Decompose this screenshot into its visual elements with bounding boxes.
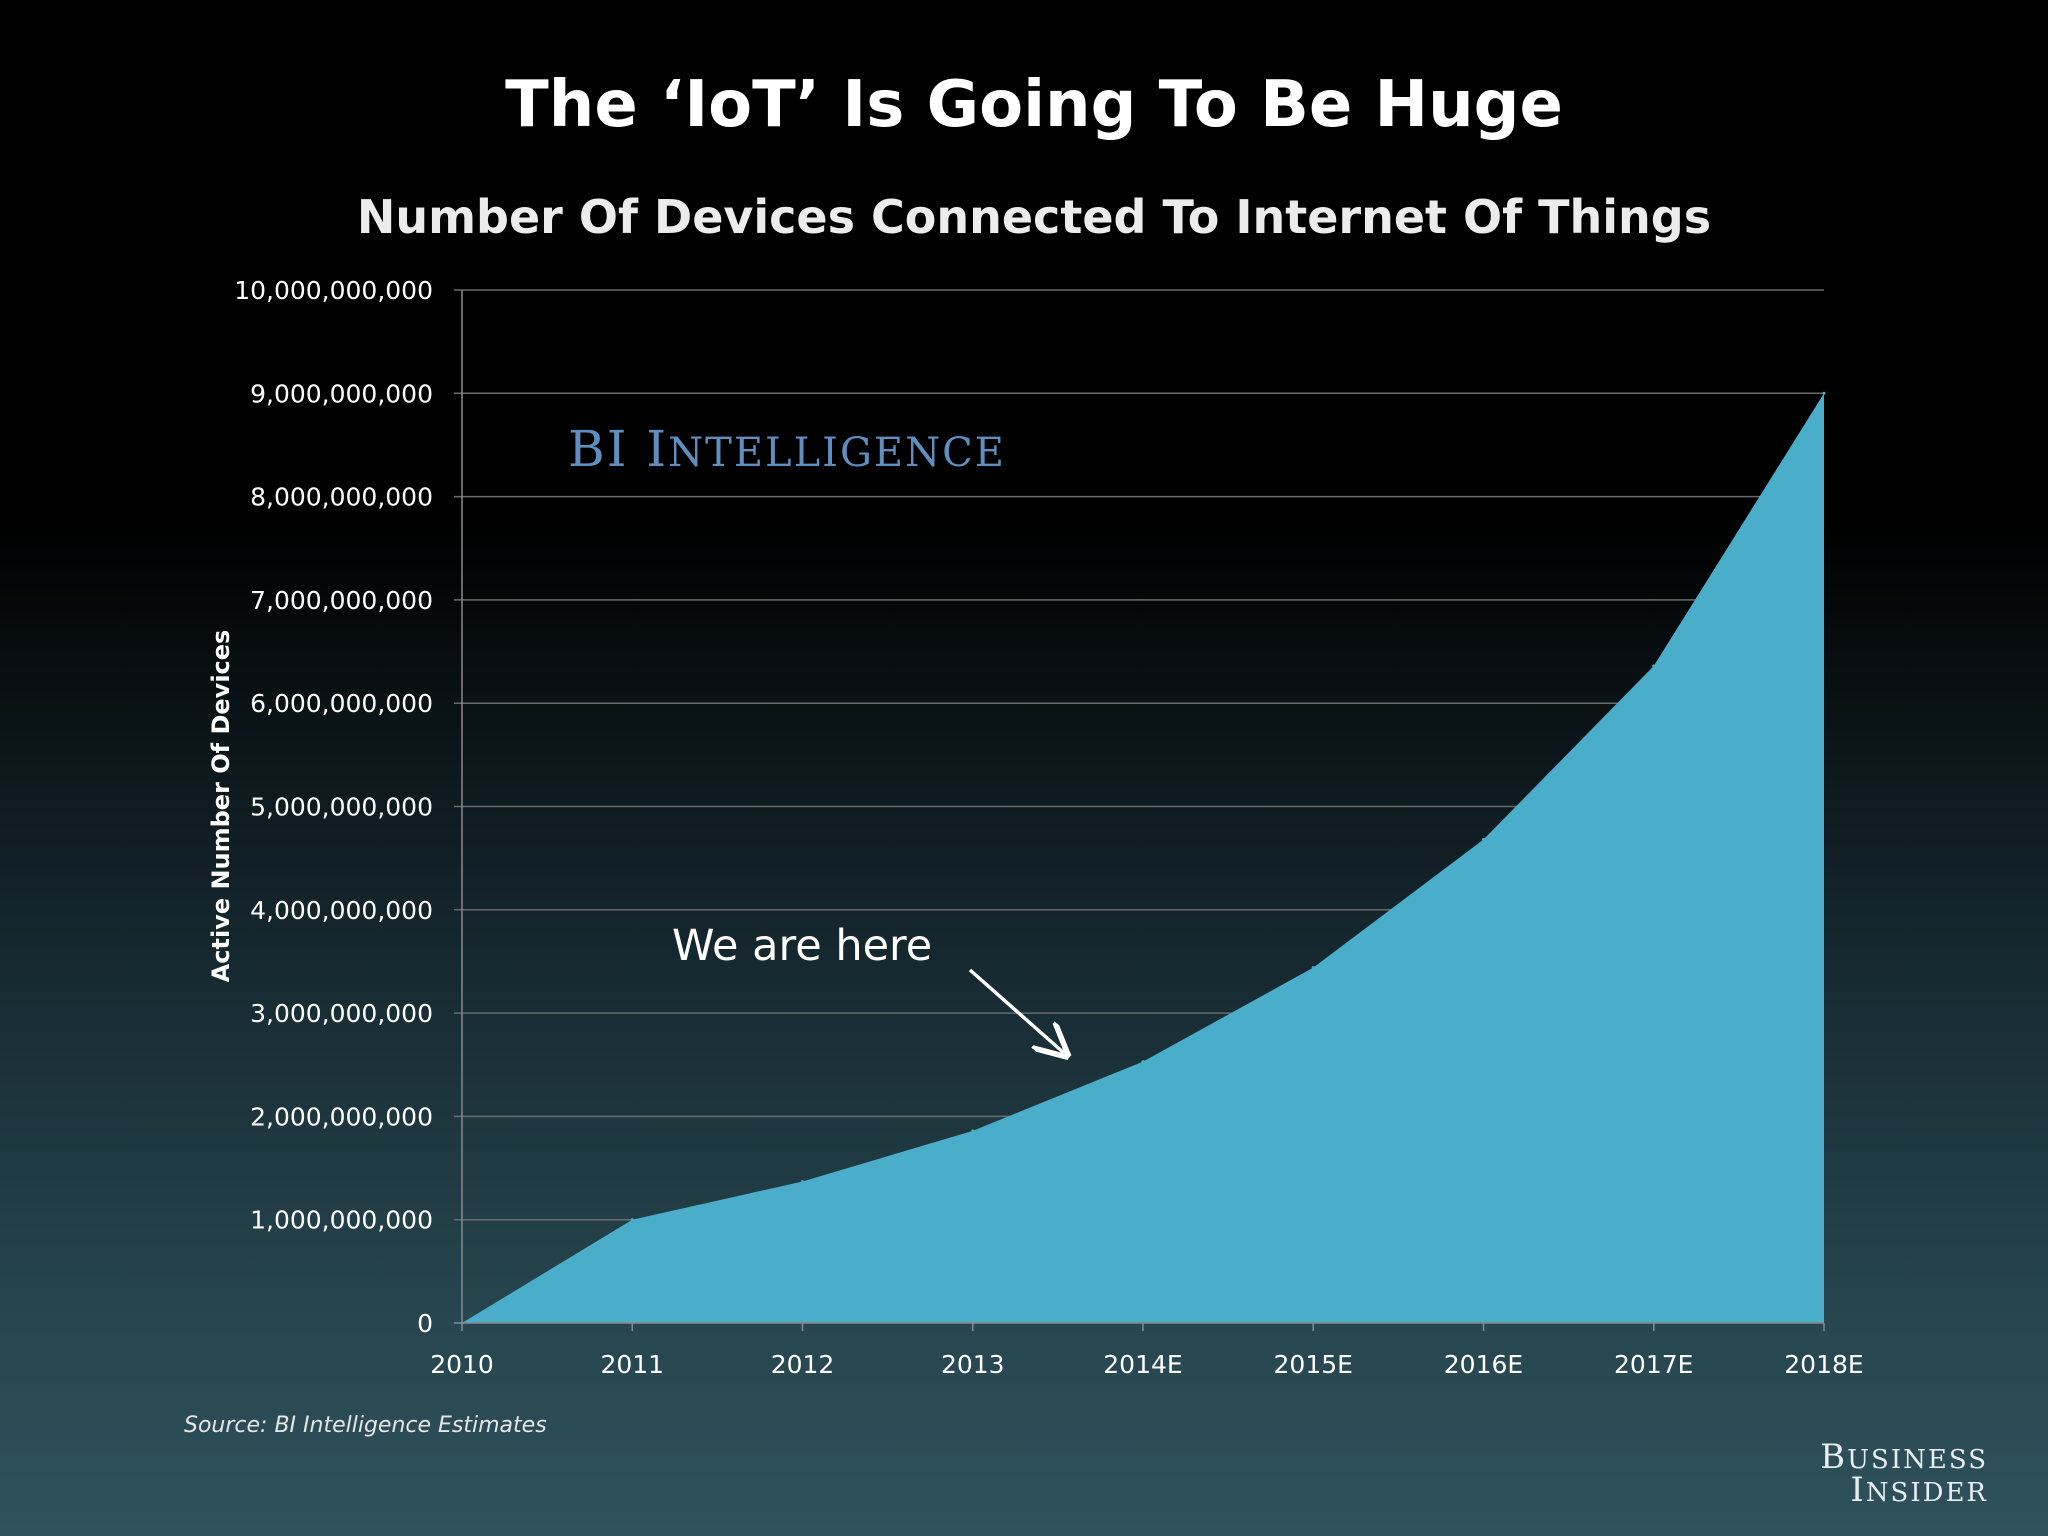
x-tick-label: 2014E (1103, 1350, 1182, 1379)
x-tick-label: 2010 (430, 1350, 494, 1379)
source-note: Source: BI Intelligence Estimates (184, 1413, 547, 1438)
data-point (1311, 966, 1315, 970)
x-tick-label: 2018E (1784, 1350, 1863, 1379)
data-area-group (460, 391, 1826, 1325)
we-are-here-label: We are here (672, 921, 932, 971)
x-tick-label: 2011 (600, 1350, 664, 1379)
business-insider-logo: BUSINESS INSIDER (1820, 1437, 1988, 1510)
y-tick-label: 5,000,000,000 (250, 793, 433, 822)
y-tick-label: 8,000,000,000 (250, 483, 433, 512)
grid (454, 289, 1824, 1221)
chart-title: The ‘IoT’ Is Going To Be Huge (505, 68, 1563, 142)
x-tick-labels: 2010 2011 2012 2013 2014E 2015E 2016E 2017E 2018… (430, 1323, 1864, 1379)
watermark-prefix: BI (568, 420, 646, 478)
watermark-word-first: I (646, 420, 668, 478)
we-are-here-arrow (968, 968, 1064, 1053)
y-tick-label: 1,000,000,000 (250, 1206, 433, 1235)
y-tick-label: 4,000,000,000 (250, 896, 433, 925)
axes (454, 290, 1824, 1324)
x-tick-label: 2016E (1444, 1350, 1523, 1379)
data-point (1482, 838, 1485, 842)
y-tick-label: 0 (417, 1309, 433, 1338)
y-tick-label: 7,000,000,000 (250, 586, 433, 615)
y-tick-label: 2,000,000,000 (250, 1102, 433, 1131)
x-tick-label: 2015E (1274, 1350, 1353, 1379)
brand-line-1: BUSINESS (1820, 1437, 1988, 1477)
data-point (1822, 391, 1826, 395)
y-tick-label: 6,000,000,000 (250, 689, 433, 718)
y-axis-title: Active Number Of Devices (207, 630, 235, 983)
x-tick-label: 2017E (1614, 1350, 1693, 1379)
data-point (630, 1218, 634, 1222)
data-point (1652, 664, 1656, 668)
brand-line-2: INSIDER (1850, 1470, 1988, 1510)
x-tick-label: 2013 (941, 1350, 1005, 1379)
bi-intelligence-watermark: BI INTELLIGENCE (568, 420, 1006, 478)
watermark-word-rest: NTELLIGENCE (668, 430, 1006, 476)
y-tick-label: 10,000,000,000 (234, 276, 433, 305)
x-tick-label: 2012 (771, 1350, 835, 1379)
data-point (971, 1129, 975, 1133)
y-tick-label: 3,000,000,000 (250, 999, 433, 1028)
data-point (801, 1179, 804, 1183)
data-point (1141, 1060, 1145, 1064)
y-tick-labels: 0 1,000,000,000 2,000,000,000 3,000,000,000… (234, 276, 433, 1338)
y-tick-label: 9,000,000,000 (250, 379, 433, 408)
chart-subtitle: Number Of Devices Connected To Internet … (357, 190, 1711, 244)
data-area (462, 393, 1824, 1323)
